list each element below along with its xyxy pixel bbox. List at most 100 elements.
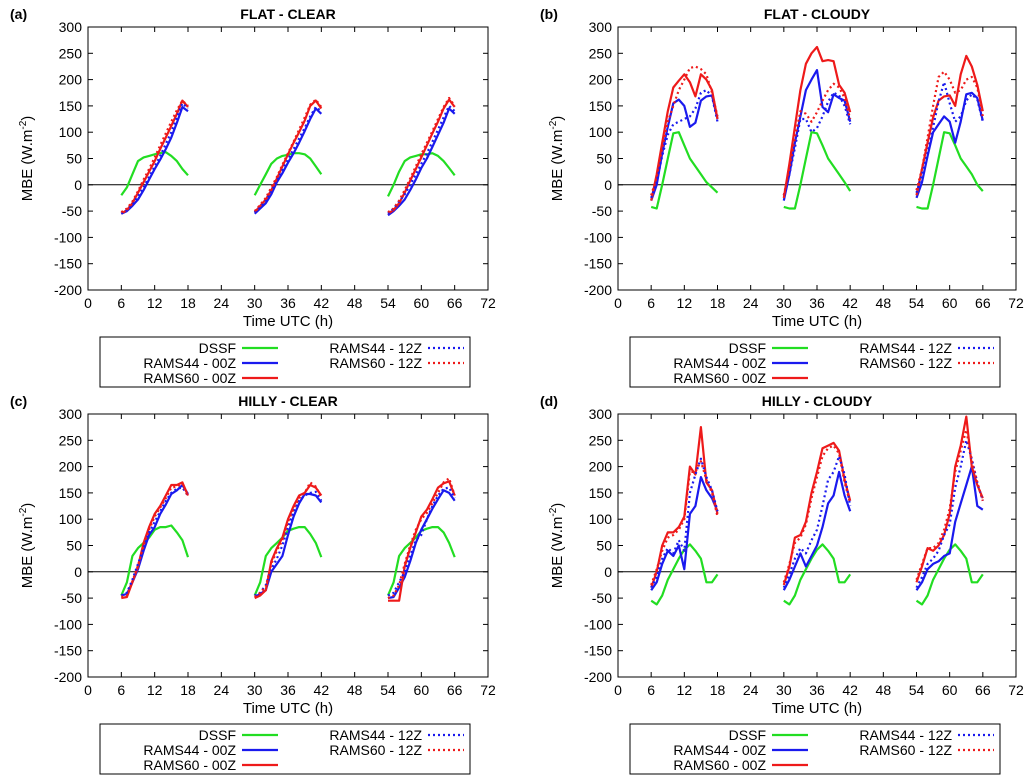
- series-line-dssf: [387, 152, 456, 197]
- series-line-rams44-00z: [387, 107, 456, 217]
- x-tick-label: 72: [480, 295, 496, 311]
- x-tick-label: 60: [414, 295, 430, 311]
- legend-label: RAMS60 - 12Z: [859, 355, 952, 371]
- x-tick-label: 24: [743, 295, 759, 311]
- panel-title: FLAT - CLEAR: [240, 6, 335, 22]
- series-line-dssf: [650, 131, 719, 210]
- series-line-dssf: [253, 525, 323, 596]
- x-tick-label: 60: [942, 682, 958, 698]
- x-tick-label: 48: [347, 295, 363, 311]
- x-tick-label: 36: [280, 682, 296, 698]
- panel-a: -200 -150 -100 -50 0 50 100 150 200 250 300 0 6 12 18 2…: [10, 6, 496, 388]
- x-tick-label: 12: [677, 682, 693, 698]
- x-tick-label: 54: [909, 682, 925, 698]
- y-tick-label: 250: [589, 45, 613, 61]
- series-line-rams44-12z: [650, 457, 719, 589]
- x-tick-label: 66: [447, 682, 463, 698]
- series-line-rams60-12z: [782, 444, 852, 583]
- panel-c: -200 -150 -100 -50 0 50 100 150 200 250 300 0 6 12 18 2…: [10, 393, 496, 775]
- panel-title: HILLY - CLOUDY: [762, 393, 873, 409]
- series-line-dssf: [386, 525, 456, 596]
- x-tick-label: 24: [743, 682, 759, 698]
- series-line-rams60-00z: [254, 483, 323, 600]
- x-tick-label: 60: [414, 682, 430, 698]
- series-line-rams44-12z: [915, 81, 984, 194]
- y-tick-label: 100: [59, 511, 83, 527]
- series-line-rams60-12z: [121, 482, 190, 599]
- legend-label: DSSF: [199, 727, 236, 743]
- series-line-rams44-00z: [782, 470, 852, 591]
- x-tick-label: 36: [809, 682, 825, 698]
- x-tick-label: 6: [117, 682, 125, 698]
- y-tick-label: 200: [59, 459, 83, 475]
- x-axis-label: Time UTC (h): [243, 313, 333, 330]
- y-tick-label: -50: [62, 203, 82, 219]
- series-line-rams44-12z: [915, 439, 984, 589]
- x-tick-label: 48: [876, 682, 892, 698]
- x-tick-label: 18: [710, 682, 726, 698]
- legend-label: DSSF: [729, 727, 766, 743]
- x-tick-label: 36: [280, 295, 296, 311]
- legend-label: RAMS44 - 12Z: [859, 340, 952, 356]
- series-line-rams60-12z: [915, 70, 984, 191]
- series-line-dssf: [120, 151, 189, 196]
- series-line-rams44-12z: [253, 105, 322, 213]
- y-tick-label: 200: [59, 72, 83, 88]
- x-tick-label: 30: [776, 682, 792, 698]
- x-axis-label: Time UTC (h): [772, 313, 862, 330]
- legend-label: RAMS60 - 12Z: [329, 355, 422, 371]
- x-tick-label: 54: [909, 295, 925, 311]
- y-tick-label: 150: [59, 485, 83, 501]
- y-tick-label: 100: [589, 124, 613, 140]
- legend-label: DSSF: [729, 340, 766, 356]
- series-line-rams44-00z: [120, 483, 189, 597]
- y-tick-label: 100: [59, 124, 83, 140]
- y-tick-label: -100: [54, 229, 82, 245]
- series-line-rams44-00z: [387, 489, 456, 600]
- y-tick-label: -100: [584, 616, 612, 632]
- x-tick-label: 30: [247, 295, 263, 311]
- x-tick-label: 30: [247, 682, 263, 698]
- x-tick-label: 36: [809, 295, 825, 311]
- x-tick-label: 60: [942, 295, 958, 311]
- series-line-rams60-00z: [915, 415, 984, 583]
- panel-d: -200 -150 -100 -50 0 50 100 150 200 250 300 0 6 12 18 2…: [540, 393, 1024, 775]
- legend-label: RAMS60 - 12Z: [859, 742, 952, 758]
- series-line-rams44-00z: [650, 476, 719, 591]
- y-tick-label: 300: [589, 19, 613, 35]
- legend-label: RAMS60 - 00Z: [143, 370, 236, 386]
- y-tick-label: 250: [59, 432, 83, 448]
- x-tick-label: 24: [214, 682, 230, 698]
- series-line-rams44-00z: [915, 91, 984, 199]
- y-tick-label: 300: [59, 406, 83, 422]
- x-axis-label: Time UTC (h): [772, 700, 862, 717]
- y-tick-label: -200: [584, 282, 612, 298]
- legend-label: RAMS44 - 12Z: [329, 727, 422, 743]
- legend-label: RAMS44 - 00Z: [673, 742, 766, 758]
- series-line-rams60-12z: [915, 428, 984, 581]
- series-line-rams60-00z: [782, 441, 852, 586]
- x-axis-label: Time UTC (h): [243, 700, 333, 717]
- y-tick-label: 50: [66, 538, 82, 554]
- y-tick-label: 250: [59, 45, 83, 61]
- legend-label: RAMS44 - 00Z: [143, 355, 236, 371]
- legend-label: RAMS44 - 00Z: [143, 742, 236, 758]
- x-tick-label: 6: [647, 682, 655, 698]
- series-line-rams60-12z: [650, 460, 719, 586]
- y-tick-label: 0: [74, 564, 82, 580]
- x-tick-label: 66: [975, 682, 991, 698]
- y-axis-label: MBE (W.m-2): [548, 116, 566, 202]
- legend-label: RAMS60 - 00Z: [673, 757, 766, 773]
- legend-label: RAMS60 - 12Z: [329, 742, 422, 758]
- legend-label: RAMS44 - 12Z: [859, 727, 952, 743]
- series-line-rams60-12z: [254, 481, 323, 598]
- y-axis-label: MBE (W.m-2): [18, 116, 36, 202]
- panel-title: HILLY - CLEAR: [238, 393, 338, 409]
- legend-box: [99, 723, 471, 775]
- y-tick-label: 50: [66, 151, 82, 167]
- y-tick-label: -100: [584, 229, 612, 245]
